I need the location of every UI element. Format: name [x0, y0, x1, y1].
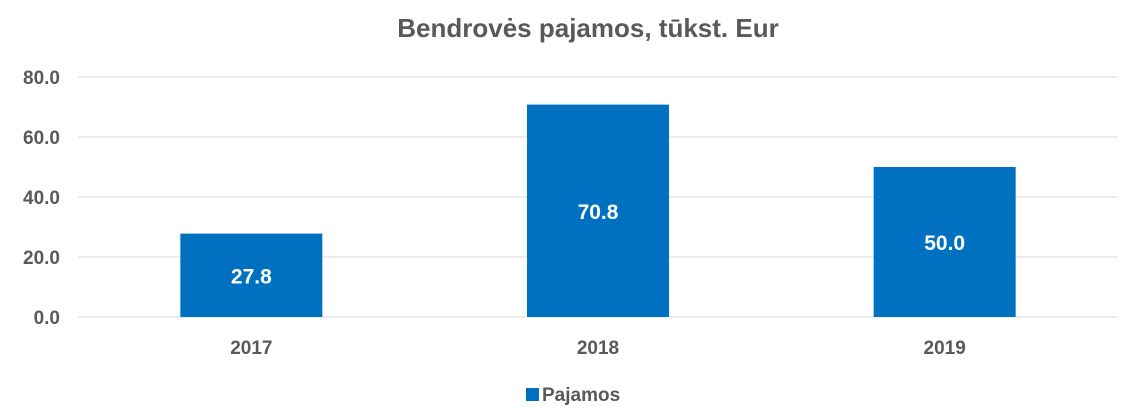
data-label-2019: 50.0	[924, 232, 965, 255]
x-tick-label-2018: 2018	[577, 338, 619, 359]
y-tick-label: 60.0	[23, 128, 60, 149]
y-tick-label: 40.0	[23, 188, 60, 209]
data-label-2017: 27.8	[231, 265, 272, 288]
y-axis: 0.0 20.0 40.0 60.0 80.0	[23, 68, 60, 329]
bar-2017	[180, 233, 323, 317]
x-tick-label-2019: 2019	[924, 338, 966, 359]
legend-label-pajamos: Pajamos	[542, 385, 620, 406]
bar-2018	[527, 104, 669, 317]
legend: Pajamos	[526, 385, 620, 406]
bars: 27.8 70.8 50.0	[180, 104, 1016, 317]
y-tick-label: 80.0	[23, 68, 60, 89]
legend-swatch-pajamos	[526, 388, 539, 401]
chart-title: Bendrovės pajamos, tūkst. Eur	[397, 13, 778, 43]
y-tick-label: 20.0	[23, 248, 60, 269]
x-axis: 2017 2018 2019	[230, 338, 966, 359]
data-label-2018: 70.8	[578, 201, 619, 224]
x-tick-label-2017: 2017	[230, 338, 272, 359]
bar-2019	[873, 167, 1016, 317]
y-tick-label: 0.0	[34, 308, 60, 329]
